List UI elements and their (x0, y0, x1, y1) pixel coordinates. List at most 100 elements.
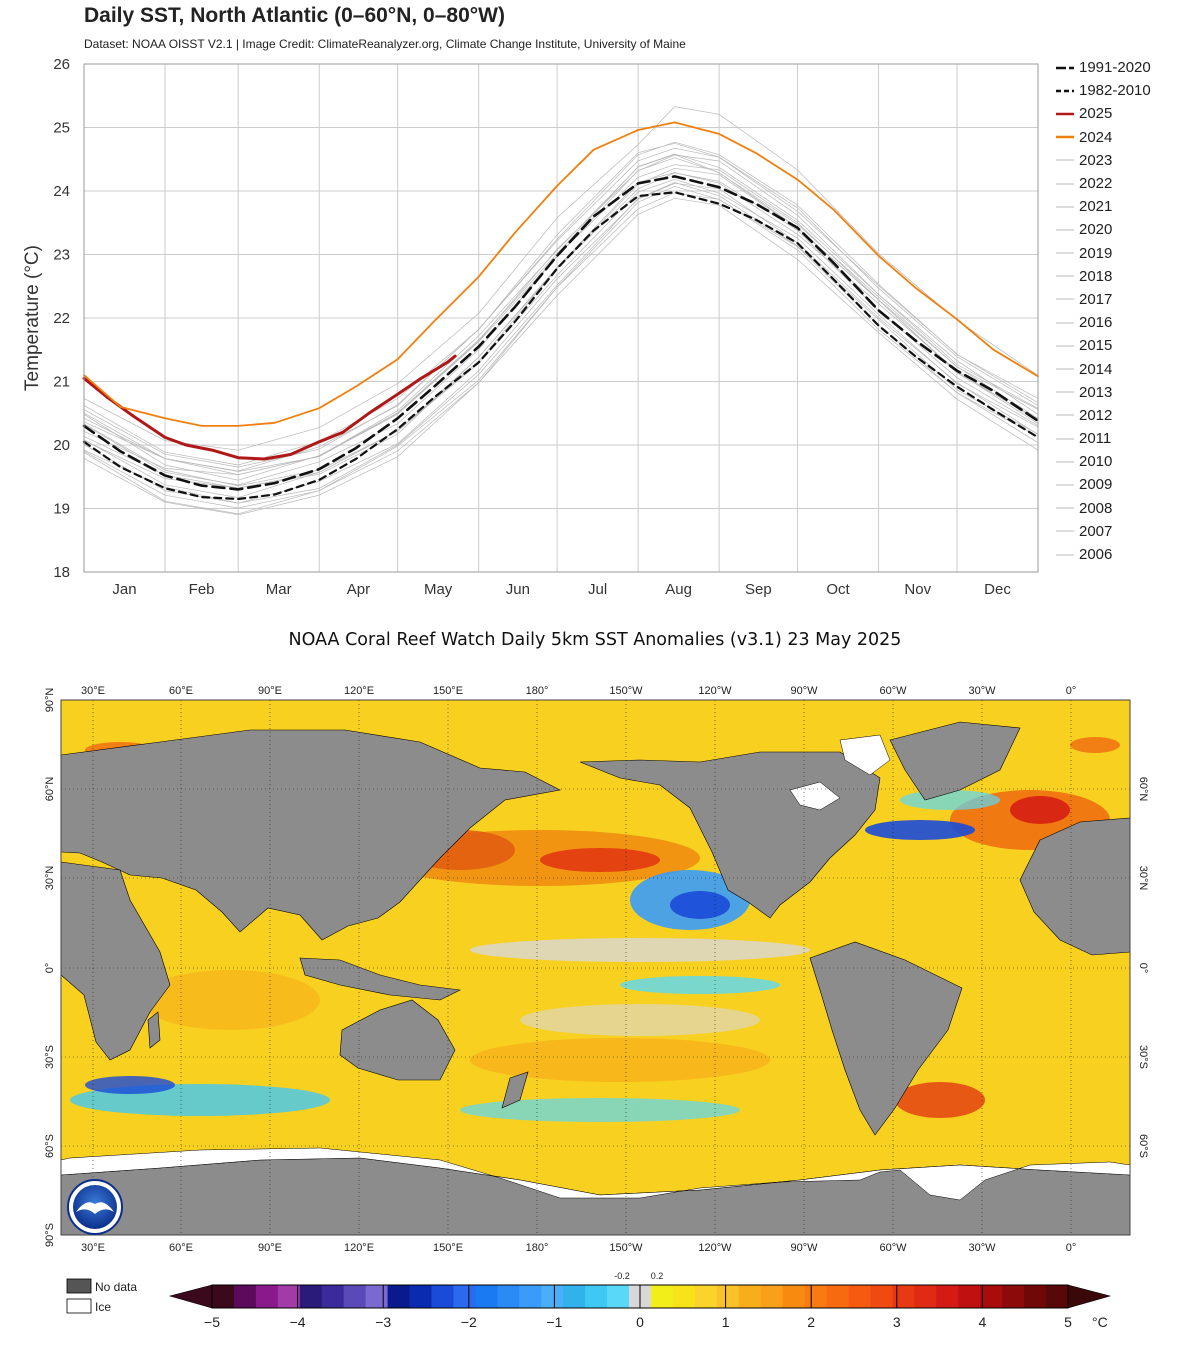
series-line-2010 (83, 157, 1039, 476)
legend-item: 2013 (1056, 381, 1196, 404)
colorbar-cell (650, 1285, 674, 1308)
longitude-label: 150°E (433, 1242, 463, 1254)
map-frame (60, 699, 1131, 1236)
longitude-label: 180° (526, 685, 549, 697)
map-title: NOAA Coral Reef Watch Daily 5km SST Anom… (288, 630, 902, 650)
colorbar-cell (936, 1285, 959, 1308)
y-tick-label: 19 (53, 501, 70, 518)
colorbar-cell (409, 1285, 433, 1308)
patch-s-atlantic-warm (895, 1082, 985, 1118)
colorbar-cell (870, 1285, 894, 1308)
series-line-2013 (83, 179, 1039, 489)
colorbar-cell (892, 1285, 915, 1308)
legend-label: 2019 (1079, 244, 1113, 262)
legend-item: 2020 (1056, 218, 1196, 241)
series-line-2025 (82, 354, 457, 461)
longitude-label: 120°E (344, 685, 374, 697)
legend-label: 2016 (1079, 314, 1113, 332)
y-tick-labels: 18 19 20 21 22 23 24 25 26 (53, 56, 70, 581)
y-tick-label: 26 (53, 56, 70, 73)
legend-swatch (1056, 298, 1074, 300)
colorbar-cell (738, 1285, 762, 1308)
colorbar-cell (563, 1285, 586, 1308)
land-indonesia (299, 957, 462, 1001)
colorbar-cell (365, 1285, 389, 1308)
legend-item: 2025 (1056, 102, 1196, 125)
colorbar-cell (475, 1285, 498, 1308)
longitude-label: 150°E (433, 685, 463, 697)
legend-label: 1991-2020 (1079, 59, 1151, 77)
longitude-label: 120°W (698, 685, 732, 697)
colorbar-cell (321, 1285, 345, 1308)
longitude-labels-bottom: 30°E 60°E 90°E 120°E 150°E 180° 150°W 120°W 90°W… (81, 1242, 1076, 1254)
series-line-2017 (83, 153, 1039, 472)
land-greenland (889, 721, 1021, 801)
legend-label: 2012 (1079, 406, 1113, 424)
anomaly-patches (70, 737, 1120, 1122)
legend-item: 2016 (1056, 311, 1196, 334)
series-line-2006 (83, 182, 1039, 504)
legend-label: 2008 (1079, 499, 1113, 517)
series-line-2008 (83, 192, 1039, 515)
legend-item: 2024 (1056, 126, 1196, 149)
latitude-label: 60°S (44, 1134, 56, 1158)
legend-swatch (1056, 275, 1074, 277)
colorbar-cell (607, 1285, 630, 1308)
colorbar-cell (826, 1285, 850, 1308)
legend-label: 2022 (1079, 175, 1113, 193)
longitude-label: 30°W (968, 685, 996, 697)
legend-item: 2023 (1056, 149, 1196, 172)
y-tick-label: 24 (53, 183, 70, 200)
series-line-2022 (83, 147, 1039, 472)
chart-title: Daily SST, North Atlantic (0–60°N, 0–80°… (84, 4, 505, 27)
legend-item: 2012 (1056, 404, 1196, 427)
colorbar-cell (1046, 1285, 1069, 1308)
legend-swatch (1056, 252, 1074, 254)
patch-ne-pacific-colder (670, 891, 730, 919)
colorbar-cell (497, 1285, 520, 1308)
legend-swatch (1056, 66, 1074, 69)
x-tick-label: Dec (984, 581, 1011, 598)
longitude-label: 150°W (609, 1242, 643, 1254)
longitude-label: 30°W (968, 1242, 996, 1254)
legend-label: 2014 (1079, 360, 1113, 378)
x-tick-label: May (424, 581, 453, 598)
colorbar-cell (299, 1285, 323, 1308)
y-tick-label: 18 (53, 564, 70, 581)
latitude-label: 60°S (1137, 1134, 1149, 1158)
colorbar-cell (1024, 1285, 1047, 1308)
patch-arctic-atl-warm (1070, 737, 1120, 753)
legend-label: 2024 (1079, 128, 1113, 146)
series-line-2016 (83, 142, 1039, 466)
legend-item: 2007 (1056, 520, 1196, 543)
legend-item: 2014 (1056, 357, 1196, 380)
legend-item: 2021 (1056, 195, 1196, 218)
longitude-label: 120°W (698, 1242, 732, 1254)
latitude-label: 30°N (44, 866, 56, 891)
legend-swatch (1056, 159, 1074, 161)
land-africa (60, 861, 171, 1061)
patch-north-pacific-hot (540, 848, 660, 872)
colorbar-tick-label: −5 (204, 1314, 220, 1330)
longitude-label: 30°E (81, 685, 105, 697)
noaa-logo-bird-icon (76, 1202, 114, 1214)
latitude-label: 60°N (1137, 777, 1149, 802)
legend-swatch (1056, 414, 1074, 416)
colorbar-cell (212, 1285, 235, 1308)
longitude-label: 60°E (169, 1242, 193, 1254)
legend-swatch (1056, 183, 1074, 185)
colorbar-tick-label: −2 (461, 1314, 477, 1330)
legend-label: 2023 (1079, 151, 1113, 169)
colorbar-cell (782, 1285, 806, 1308)
longitude-labels-top: 30°E 60°E 90°E 120°E 150°E 180° 150°W 120°W 90°W… (81, 685, 1076, 697)
legend-label: 2015 (1079, 337, 1113, 355)
colorbar-cell (585, 1285, 608, 1308)
ice-label: Ice (95, 1300, 111, 1314)
x-tick-label: Mar (266, 581, 292, 598)
y-tick-label: 25 (53, 120, 70, 137)
legend-item: 2008 (1056, 497, 1196, 520)
series-line-2007 (83, 197, 1039, 516)
legend-label: 2017 (1079, 290, 1113, 308)
x-tick-label: Feb (189, 581, 215, 598)
colorbar-cell (716, 1285, 740, 1308)
